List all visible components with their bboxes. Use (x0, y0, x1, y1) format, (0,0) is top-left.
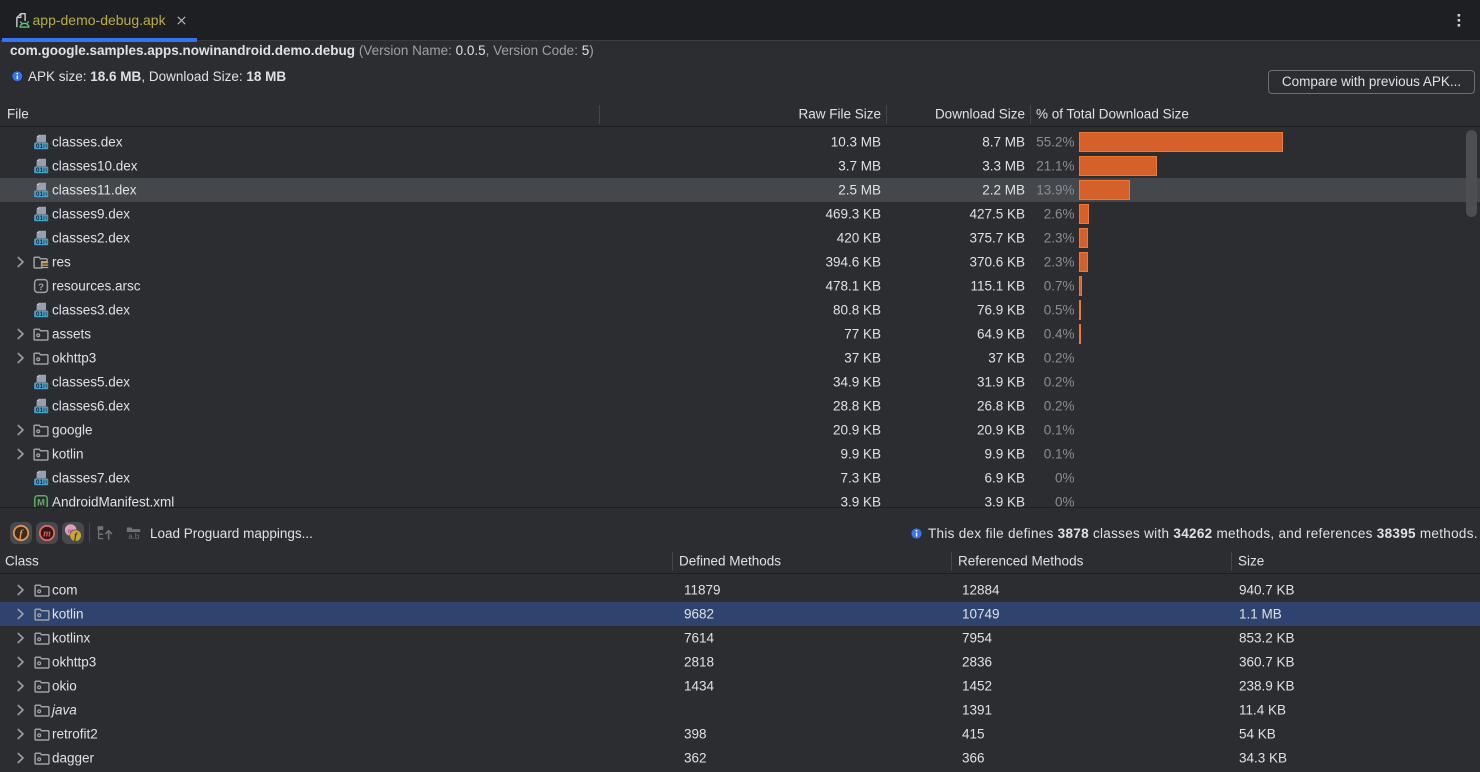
svg-text:m: m (67, 526, 73, 535)
svg-text:m: m (43, 528, 51, 539)
svg-text:f: f (19, 528, 24, 540)
svg-text:f: f (74, 531, 78, 541)
svg-text:a.b: a.b (128, 532, 140, 541)
